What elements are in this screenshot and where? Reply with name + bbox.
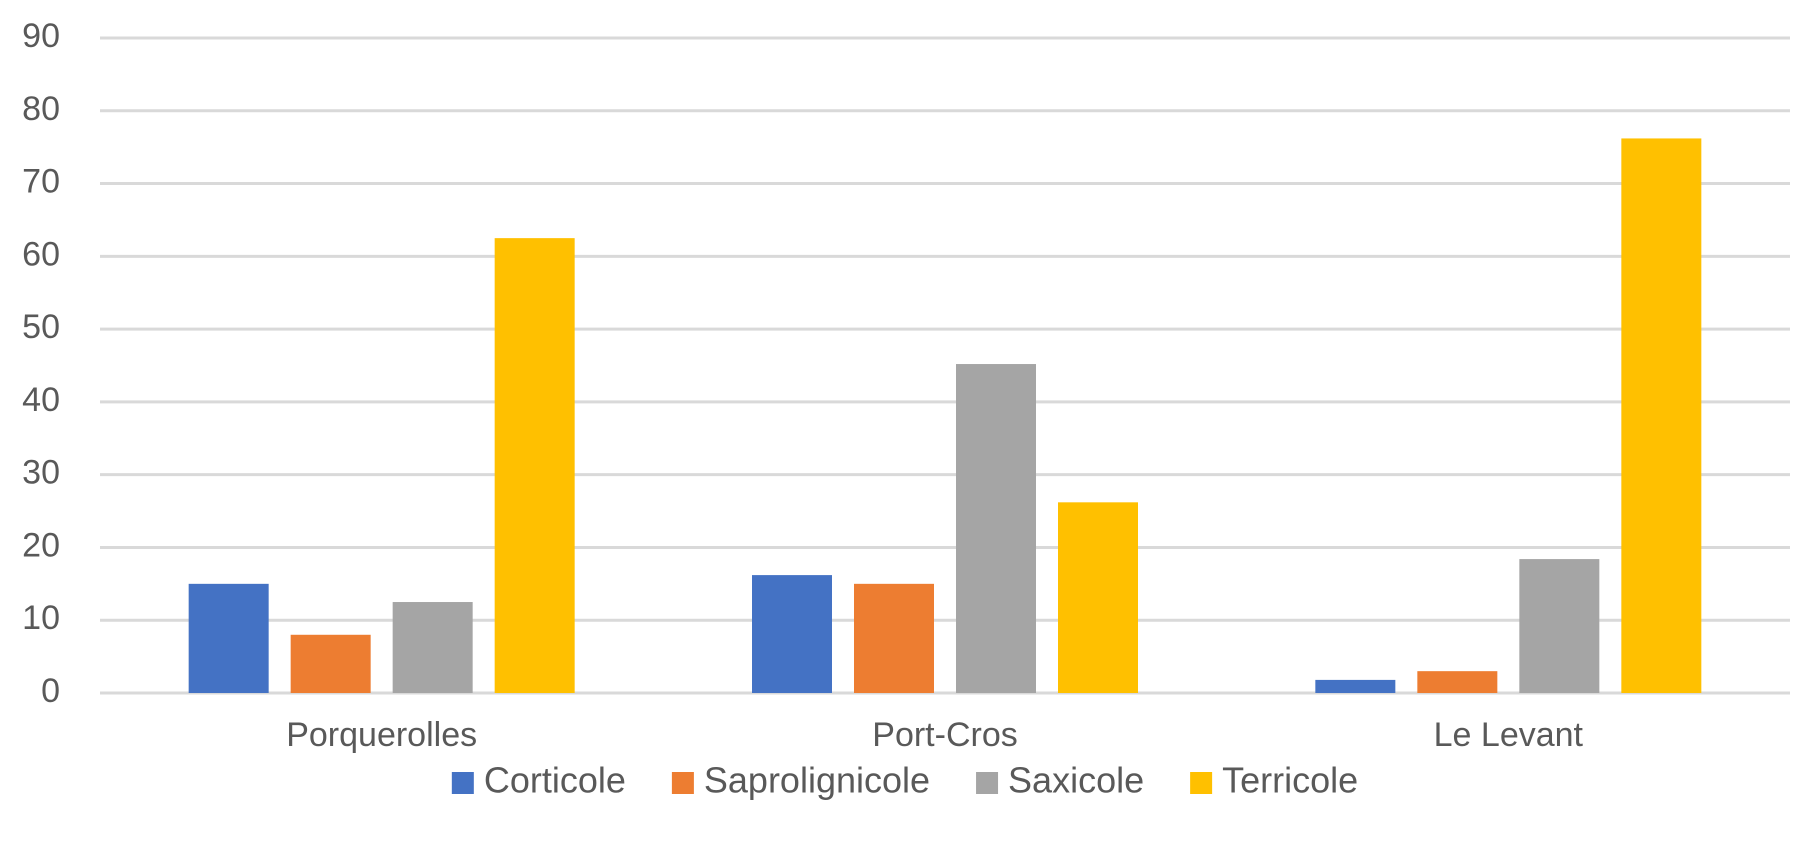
bar-saxicole-port-cros — [956, 364, 1036, 693]
y-tick-label: 60 — [22, 235, 60, 273]
x-category-label: Porquerolles — [286, 716, 477, 754]
bar-terricole-porquerolles — [494, 238, 575, 693]
bar-saxicole-le-levant — [1519, 559, 1600, 693]
gridlines — [100, 36, 1790, 695]
legend: Corticole Saprolignicole Saxicole Terricole — [451, 760, 1358, 801]
legend-label-corticole: Corticole — [484, 760, 626, 801]
legend-label-terricole: Terricole — [1222, 760, 1358, 801]
bar-corticole-port-cros — [752, 575, 832, 693]
bar-terricole-port-cros — [1058, 502, 1138, 693]
y-tick-label: 40 — [22, 381, 60, 419]
bar-saxicole-porquerolles — [392, 602, 473, 693]
bar-terricole-le-levant — [1621, 138, 1702, 693]
bars — [188, 138, 1702, 693]
bar-corticole-porquerolles — [188, 583, 269, 693]
bar-corticole-le-levant — [1315, 679, 1396, 693]
bar-saprolignicole-port-cros — [854, 583, 934, 693]
y-tick-label: 80 — [22, 90, 60, 128]
legend-label-saxicole: Saxicole — [1008, 760, 1144, 801]
legend-swatch-saxicole — [976, 772, 999, 794]
legend-swatch-corticole — [451, 772, 474, 794]
y-axis-tick-labels: 0 10 20 30 40 50 60 70 80 90 — [22, 17, 60, 710]
bar-saprolignicole-porquerolles — [290, 634, 371, 693]
x-axis-category-labels: Porquerolles Port-Cros Le Levant — [286, 716, 1583, 754]
y-tick-label: 30 — [22, 454, 60, 492]
y-tick-label: 10 — [22, 599, 60, 637]
legend-label-saprolignicole: Saprolignicole — [704, 760, 930, 801]
legend-swatch-saprolignicole — [671, 772, 694, 794]
y-tick-label: 50 — [22, 308, 60, 346]
x-category-label: Port-Cros — [872, 716, 1017, 754]
x-category-label: Le Levant — [1434, 716, 1584, 754]
y-tick-label: 0 — [41, 672, 60, 710]
y-tick-label: 20 — [22, 526, 60, 564]
y-tick-label: 70 — [22, 163, 60, 201]
legend-swatch-terricole — [1190, 772, 1213, 794]
y-tick-label: 90 — [22, 17, 60, 55]
bar-saprolignicole-le-levant — [1417, 671, 1498, 693]
